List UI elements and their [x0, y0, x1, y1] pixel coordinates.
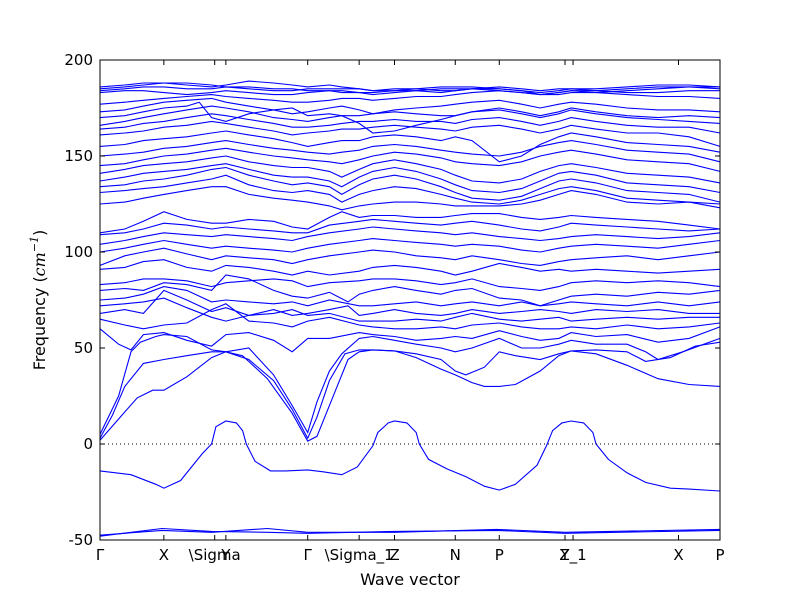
band-line-17: [99, 226, 721, 245]
band-line-23: [99, 163, 721, 194]
band-line-27: [99, 130, 721, 163]
band-line-15: [99, 247, 721, 266]
band-line-10: [99, 297, 720, 322]
x-axis-label: Wave vector: [360, 570, 460, 589]
y-tick-label-4: 100: [64, 243, 93, 261]
band-line-28: [99, 120, 721, 147]
x-tick-label-12: X: [673, 546, 683, 564]
band-line-20: [99, 186, 721, 211]
band-line-3: [99, 420, 721, 492]
band-line-1: [99, 527, 721, 536]
band-line-29: [99, 113, 721, 134]
band-line-31: [99, 101, 721, 134]
band-line-13: [99, 278, 721, 291]
band-line-30: [99, 105, 721, 126]
y-tick-label-1: -50: [69, 531, 94, 549]
band-line-6: [99, 334, 721, 435]
band-series-group: [99, 80, 721, 537]
plot-area: [100, 60, 720, 540]
x-tick-label-3: \Sigma: [189, 546, 241, 564]
band-line-36: [99, 80, 721, 96]
x-tick-label-5: Γ: [304, 546, 313, 564]
band-line-2: [99, 527, 721, 537]
band-line-14: [99, 259, 721, 276]
band-line-9: [99, 289, 720, 322]
band-line-32: [99, 97, 721, 115]
x-tick-label-13: P: [715, 546, 724, 564]
y-tick-label-3: 50: [74, 339, 93, 357]
x-tick-label-9: P: [495, 546, 504, 564]
y-axis-ticks: -50 0 50 100 150 200: [64, 51, 720, 549]
x-tick-label-2: X: [159, 546, 169, 564]
band-line-22: [99, 166, 721, 203]
band-line-26: [99, 140, 721, 163]
band-line-19: [99, 211, 721, 234]
band-line-25: [99, 147, 721, 172]
y-tick-label-5: 150: [64, 147, 93, 165]
y-tick-label-2: 0: [83, 435, 93, 453]
band-line-37: [99, 82, 720, 96]
band-line-7: [99, 326, 721, 353]
band-line-21: [99, 174, 721, 209]
y-tick-label-6: 200: [64, 51, 93, 69]
band-line-24: [99, 155, 721, 184]
band-line-18: [99, 218, 721, 236]
y-axis-label: Frequency (cm−1): [28, 230, 49, 371]
x-tick-label-10: Y: [559, 546, 570, 564]
band-line-16: [99, 238, 721, 253]
x-tick-label-6: \Sigma_1: [325, 546, 394, 565]
band-line-35: [99, 84, 721, 94]
x-tick-label-11: Z_1: [559, 546, 586, 565]
plot-frame: [99, 59, 721, 541]
x-tick-label-7: Z: [389, 546, 399, 564]
x-tick-label-8: N: [450, 546, 461, 564]
x-tick-label-1: Γ: [96, 546, 105, 564]
band-line-11: [99, 286, 721, 307]
x-tick-label-4: Y: [220, 546, 231, 564]
band-line-12: [99, 274, 721, 307]
band-line-5: [99, 341, 721, 440]
